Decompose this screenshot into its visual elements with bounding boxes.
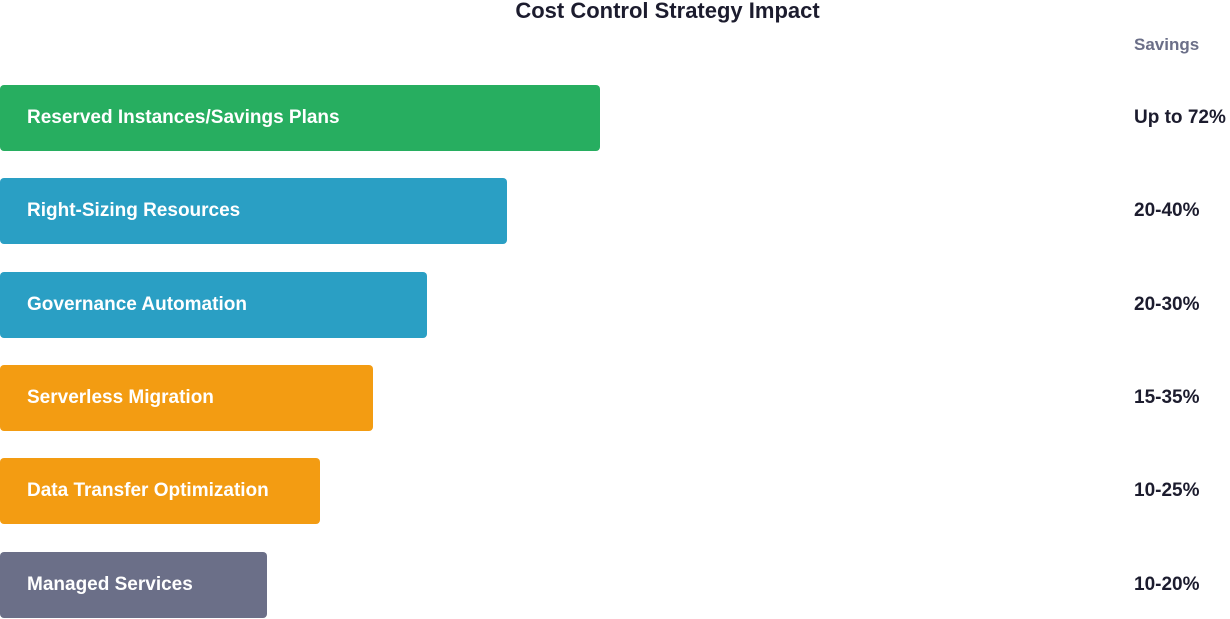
bar-label: Right-Sizing Resources <box>27 200 241 222</box>
savings-column-header: Savings <box>1134 35 1200 54</box>
savings-value: 10-20% <box>1134 573 1200 595</box>
savings-value: 20-30% <box>1134 293 1200 315</box>
savings-value: 10-25% <box>1134 480 1200 502</box>
bar: Governance Automation <box>0 271 428 338</box>
bar-label: Serverless Migration <box>27 386 214 408</box>
bar-label: Managed Services <box>27 573 193 595</box>
bar-label: Data Transfer Optimization <box>27 480 269 502</box>
bar-label: Governance Automation <box>27 293 247 315</box>
chart-title: Cost Control Strategy Impact <box>515 0 820 23</box>
bar: Reserved Instances/Savings Plans <box>0 85 600 151</box>
bar: Serverless Migration <box>0 364 374 431</box>
bar-label: Reserved Instances/Savings Plans <box>27 107 340 128</box>
bar: Data Transfer Optimization <box>0 458 320 525</box>
savings-value: 20-40% <box>1134 200 1200 222</box>
bar: Managed Services <box>0 551 267 618</box>
savings-value: 15-35% <box>1134 386 1200 408</box>
savings-value: Up to 72% <box>1134 107 1226 128</box>
bar: Right-Sizing Resources <box>0 178 507 245</box>
